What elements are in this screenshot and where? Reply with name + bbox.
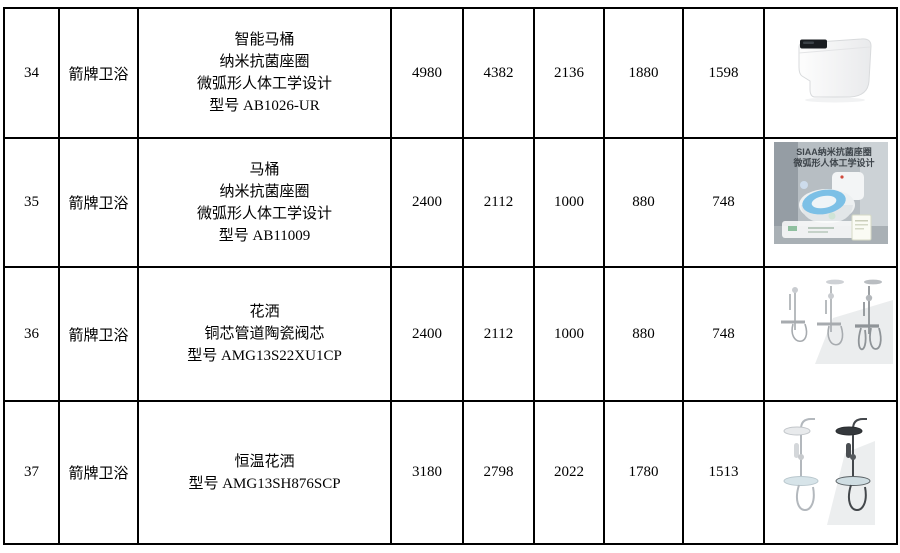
- desc-line: 恒温花洒: [234, 453, 295, 470]
- price-cell: 1598: [682, 7, 765, 139]
- price-cell: 2112: [462, 137, 535, 268]
- price-cell: 1000: [533, 137, 605, 268]
- toilet-blue-seat-photo: SIAA纳米抗菌座圈 微弧形人体工学设计: [773, 142, 888, 244]
- desc-line: 型号 AB11009: [218, 227, 311, 244]
- price-cell: 4980: [390, 7, 464, 139]
- brand-cell: 箭牌卫浴: [58, 7, 139, 139]
- thermostatic-shower-duo-image: [783, 417, 875, 525]
- price-cell: 1000: [533, 266, 605, 402]
- desc-line: 花洒: [249, 304, 280, 320]
- price-cell: 3180: [390, 400, 464, 545]
- row-number: 36: [3, 266, 60, 402]
- price-cell: 748: [682, 266, 765, 402]
- brand-cell: 箭牌卫浴: [58, 400, 139, 545]
- price-cell: 2022: [533, 400, 605, 545]
- product-desc-cell: 马桶 纳米抗菌座圈 微弧形人体工学设计 型号 AB11009: [137, 137, 392, 268]
- price-cell: 880: [603, 137, 684, 268]
- desc-line: 纳米抗菌座圈: [219, 183, 310, 200]
- price-cell: 2798: [462, 400, 535, 545]
- price-cell: 2136: [533, 7, 605, 139]
- desc-line: 微弧形人体工学设计: [196, 76, 332, 92]
- shower-set-trio-image: [780, 279, 893, 364]
- table-row: 37 箭牌卫浴 恒温花洒 型号 AMG13SH876SCP 3180 2798 …: [3, 400, 898, 545]
- desc-line: 马桶: [249, 161, 280, 178]
- price-cell: 2400: [390, 137, 464, 268]
- product-image-cell: [763, 266, 898, 402]
- desc-line: 型号 AMG13SH876SCP: [188, 475, 341, 492]
- product-image-cell: [763, 400, 898, 545]
- desc-line: 微弧形人体工学设计: [196, 205, 332, 222]
- price-cell: 880: [603, 266, 684, 402]
- desc-line: 智能马桶: [234, 32, 295, 48]
- price-table: 34 箭牌卫浴 智能马桶 纳米抗菌座圈 微弧形人体工学设计 型号 AB1026-…: [3, 7, 898, 545]
- row-number: 34: [3, 7, 60, 139]
- price-cell: 2112: [462, 266, 535, 402]
- desc-line: 铜芯管道陶瓷阀芯: [204, 326, 325, 342]
- price-cell: 1880: [603, 7, 684, 139]
- price-cell: 4382: [462, 7, 535, 139]
- brand-cell: 箭牌卫浴: [58, 137, 139, 268]
- price-cell: 1513: [682, 400, 765, 545]
- row-number: 35: [3, 137, 60, 268]
- desc-line: 型号 AMG13S22XU1CP: [187, 348, 342, 364]
- product-image-cell: SIAA纳米抗菌座圈 微弧形人体工学设计: [763, 137, 898, 268]
- desc-line: 纳米抗菌座圈: [219, 54, 310, 70]
- photo-caption-line: 微弧形人体工学设计: [792, 157, 874, 168]
- price-cell: 1780: [603, 400, 684, 545]
- price-cell: 748: [682, 137, 765, 268]
- desc-line: 型号 AB1026-UR: [209, 98, 320, 114]
- product-desc-cell: 智能马桶 纳米抗菌座圈 微弧形人体工学设计 型号 AB1026-UR: [137, 7, 392, 139]
- product-image-cell: [763, 7, 898, 139]
- table-row: 35 箭牌卫浴 马桶 纳米抗菌座圈 微弧形人体工学设计 型号 AB11009 2…: [3, 137, 898, 268]
- product-desc-cell: 花洒 铜芯管道陶瓷阀芯 型号 AMG13S22XU1CP: [137, 266, 392, 402]
- photo-caption-line: SIAA纳米抗菌座圈: [796, 146, 872, 157]
- price-cell: 2400: [390, 266, 464, 402]
- smart-toilet-image: [798, 38, 872, 103]
- brand-cell: 箭牌卫浴: [58, 266, 139, 402]
- table-row: 34 箭牌卫浴 智能马桶 纳米抗菌座圈 微弧形人体工学设计 型号 AB1026-…: [3, 7, 898, 139]
- product-desc-cell: 恒温花洒 型号 AMG13SH876SCP: [137, 400, 392, 545]
- table-row: 36 箭牌卫浴 花洒 铜芯管道陶瓷阀芯 型号 AMG13S22XU1CP 240…: [3, 266, 898, 402]
- row-number: 37: [3, 400, 60, 545]
